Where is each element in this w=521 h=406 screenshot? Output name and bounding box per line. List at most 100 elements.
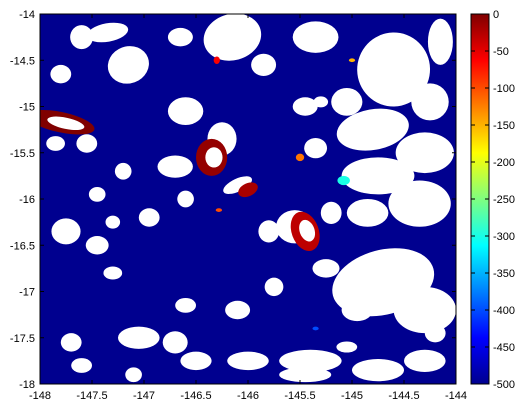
y-tick-label: -17.5 — [10, 333, 35, 345]
colorbar-tick-label: -250 — [493, 194, 515, 206]
no-data-region — [138, 208, 160, 227]
no-data-region — [388, 180, 451, 227]
no-data-region — [70, 25, 94, 50]
colorbar-tick-label: -350 — [493, 268, 515, 280]
no-data-region — [279, 367, 332, 383]
value-feature — [213, 56, 220, 64]
value-features — [40, 56, 356, 331]
no-data-region — [258, 220, 280, 243]
x-tick-label: -144.5 — [388, 390, 419, 402]
no-data-region — [411, 83, 449, 121]
feature-hole — [299, 219, 316, 242]
no-data-region — [313, 96, 329, 108]
no-data-region — [125, 367, 142, 383]
no-data-region — [105, 215, 121, 229]
x-tick-label: -144 — [445, 390, 467, 402]
value-feature — [238, 182, 258, 198]
no-data-region — [167, 97, 204, 125]
no-data-region — [203, 14, 262, 61]
no-data-region — [279, 349, 342, 372]
no-data-region — [292, 21, 339, 53]
x-tick-label: -147.5 — [76, 390, 107, 402]
no-data-region — [223, 176, 253, 194]
value-feature — [295, 153, 305, 162]
no-data-region — [46, 136, 65, 151]
colorbar-tick-label: -100 — [493, 83, 515, 95]
no-data-region — [76, 134, 98, 153]
feature-hole — [47, 116, 85, 131]
no-data-region — [118, 326, 160, 349]
plot-area — [40, 14, 456, 384]
no-data-region — [336, 108, 409, 151]
no-data-region — [114, 162, 132, 180]
no-data-region — [395, 132, 454, 174]
y-tick-label: -14 — [19, 9, 35, 21]
no-data-region — [71, 358, 92, 373]
no-data-region — [88, 186, 106, 202]
x-tick-label: -145 — [341, 390, 363, 402]
colorbar-tick-label: 0 — [493, 9, 499, 21]
no-data-region — [50, 64, 72, 84]
no-data-region — [175, 297, 197, 313]
no-data-region — [180, 351, 212, 371]
y-axis: -14 -14.5 -15 -15.5 -16 -16.5 -17 -17.5 -18 — [10, 9, 456, 391]
no-data-region — [427, 18, 453, 65]
no-data-region — [157, 155, 193, 178]
colorbar-tick-label: -200 — [493, 157, 515, 169]
y-tick-label: -17 — [19, 287, 35, 299]
colorbar-tick-label: -150 — [493, 120, 515, 132]
colorbar-tick-label: -400 — [493, 305, 515, 317]
no-data-regions — [46, 14, 456, 383]
no-data-region — [320, 201, 342, 224]
no-data-region — [424, 323, 446, 343]
no-data-region — [404, 349, 446, 372]
no-data-region — [162, 331, 188, 354]
no-data-region — [167, 27, 193, 47]
no-data-region — [357, 32, 431, 107]
feature-hole — [205, 147, 223, 168]
x-tick-label: -148 — [29, 390, 51, 402]
no-data-region — [292, 97, 318, 116]
value-feature — [348, 58, 356, 63]
y-tick-label: -16 — [19, 194, 35, 206]
value-feature — [215, 208, 223, 212]
colorbar-tick-label: -500 — [493, 379, 515, 391]
no-data-region — [251, 53, 277, 76]
no-data-region — [225, 300, 251, 320]
no-data-region — [107, 46, 149, 84]
no-data-region — [85, 236, 109, 255]
no-data-region — [336, 341, 358, 353]
colorbar-tick-label: -50 — [493, 46, 509, 58]
x-tick-label: -145.5 — [284, 390, 315, 402]
no-data-region — [304, 137, 328, 159]
y-tick-label: -15 — [19, 102, 35, 114]
no-data-region — [312, 259, 340, 278]
no-data-region — [346, 199, 389, 227]
colorbar-ticks: 0 -50 -100 -150 -200 -250 -300 -350 -400 -450 -500 — [471, 9, 515, 391]
no-data-region — [341, 298, 373, 322]
no-data-region — [177, 190, 194, 208]
value-feature — [312, 326, 319, 331]
y-tick-label: -16.5 — [10, 240, 35, 252]
y-tick-label: -18 — [19, 379, 35, 391]
x-axis: -148 -147.5 -147 -146.5 -146 -145.5 -145 -144.5… — [29, 14, 467, 402]
no-data-region — [51, 218, 81, 245]
y-tick-label: -14.5 — [10, 55, 35, 67]
no-data-region — [103, 266, 123, 280]
x-tick-label: -146 — [237, 390, 259, 402]
no-data-region — [352, 359, 404, 382]
colorbar-tick-label: -450 — [493, 342, 515, 354]
colorbar-tick-label: -300 — [493, 231, 515, 243]
no-data-region — [227, 351, 269, 371]
y-tick-label: -15.5 — [10, 148, 35, 160]
no-data-region — [60, 333, 82, 352]
x-tick-label: -146.5 — [180, 390, 211, 402]
no-data-region — [341, 157, 415, 195]
value-feature — [337, 175, 350, 186]
no-data-region — [393, 286, 456, 334]
colorbar: 0 -50 -100 -150 -200 -250 -300 -350 -400 -450 -500 — [470, 9, 515, 391]
no-data-region — [264, 277, 284, 297]
no-data-region — [331, 88, 363, 116]
x-tick-label: -147 — [133, 390, 155, 402]
